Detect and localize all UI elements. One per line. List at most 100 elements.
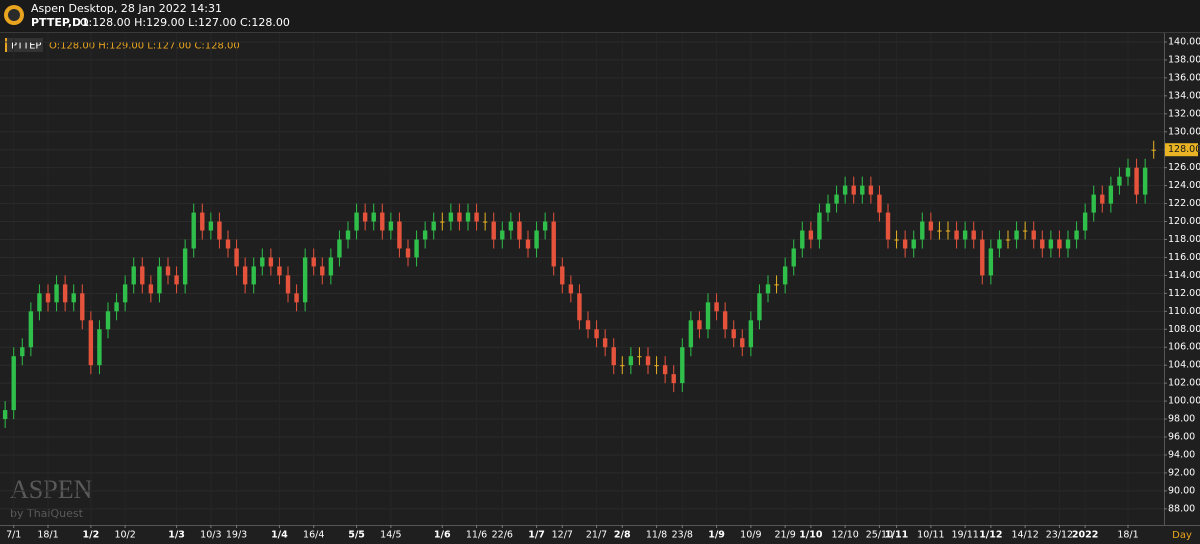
candle-body — [791, 248, 796, 267]
candle-body — [980, 239, 985, 276]
candle-body — [345, 230, 351, 240]
candle-body — [20, 347, 25, 357]
x-tick-label: 1/11 — [885, 530, 908, 541]
x-tick-label: 1/3 — [168, 530, 185, 541]
candle-body — [911, 239, 916, 249]
candle-body — [448, 212, 454, 222]
y-tick-label: 106.00 — [1168, 342, 1200, 353]
candle-body — [1057, 239, 1062, 249]
candle-body — [765, 284, 771, 294]
candle-body — [54, 284, 59, 303]
candle-body — [105, 311, 111, 330]
candle-body — [808, 230, 814, 240]
candle-body — [654, 365, 659, 367]
candle-body — [294, 293, 299, 303]
candle-body — [422, 230, 428, 240]
candle-body — [928, 221, 934, 231]
last-price-label: 128.00 — [1168, 144, 1200, 155]
header-ohlc: O:128.00 H:129.00 L:127.00 C:128.00 — [80, 16, 290, 29]
candle-body — [1134, 167, 1139, 195]
watermark-brand: ASPEN — [10, 475, 93, 504]
last-price-box — [1165, 143, 1198, 157]
x-tick-label: 22/6 — [492, 530, 513, 541]
candle-body — [62, 284, 68, 303]
candle-body — [877, 194, 882, 213]
symbol: PTTEP,D1 — [31, 16, 89, 29]
candle-body — [688, 320, 694, 348]
candle-body — [757, 293, 762, 321]
candle-body — [1014, 230, 1019, 240]
x-tick-label: 12/7 — [552, 530, 573, 541]
candle-body — [1100, 194, 1105, 204]
candle-body — [251, 266, 256, 285]
y-tick-label: 116.00 — [1168, 252, 1200, 263]
candle-body — [225, 239, 231, 249]
watermark-by: by ThaiQuest — [10, 507, 84, 520]
candle-body — [37, 293, 42, 312]
x-tick-label: 11/8 — [646, 530, 667, 541]
candle-body — [525, 239, 531, 249]
y-tick-label: 94.00 — [1168, 449, 1195, 460]
candle-body — [148, 284, 154, 294]
candle-body — [328, 257, 334, 276]
candle-body — [842, 185, 848, 195]
candle-body — [482, 221, 488, 223]
x-tick-label: 21/7 — [586, 530, 607, 541]
candle-body — [2, 410, 8, 420]
candle-body — [182, 248, 188, 285]
y-tick-label: 88.00 — [1168, 503, 1195, 514]
candle-body — [748, 320, 754, 348]
candle-body — [311, 257, 316, 267]
candle-body — [1031, 230, 1036, 240]
y-tick-label: 126.00 — [1168, 162, 1200, 173]
y-tick-label: 108.00 — [1168, 324, 1200, 335]
x-tick-label: 7/1 — [6, 530, 21, 541]
candle-body — [414, 239, 419, 258]
y-tick-label: 120.00 — [1168, 216, 1200, 227]
y-tick-label: 104.00 — [1168, 360, 1200, 371]
candle-body — [371, 212, 376, 222]
candle-body — [157, 266, 162, 294]
candle-body — [11, 356, 16, 411]
candle-body — [722, 311, 728, 330]
candle-body — [800, 230, 805, 249]
candle-body — [680, 347, 685, 384]
candle-body — [954, 230, 959, 240]
candle-body — [380, 212, 385, 231]
x-tick-label: 5/5 — [348, 530, 365, 541]
candle-body — [140, 266, 145, 285]
candle-body — [817, 212, 822, 240]
candle-body — [628, 356, 634, 366]
candle-body — [320, 266, 325, 276]
y-tick-label: 92.00 — [1168, 467, 1195, 478]
candle-body — [285, 275, 291, 294]
y-tick-label: 140.00 — [1168, 36, 1200, 47]
candle-body — [945, 230, 951, 232]
candle-body — [260, 257, 265, 267]
x-tick-label: 19/11 — [951, 530, 978, 541]
x-tick-label: 1/2 — [83, 530, 100, 541]
candle-body — [860, 185, 865, 195]
candle-body — [1005, 239, 1011, 241]
candle-body — [491, 221, 496, 240]
symbol-tag-text: PTTEP — [11, 41, 41, 52]
x-tick-label: 21/9 — [774, 530, 795, 541]
candle-body — [671, 374, 676, 384]
x-tick-label: 2022 — [1072, 530, 1098, 541]
x-tick-label: 23/12 — [1046, 530, 1073, 541]
x-tick-label: 25/10 — [866, 530, 893, 541]
y-tick-label: 130.00 — [1168, 126, 1200, 137]
y-tick-label: 114.00 — [1168, 270, 1200, 281]
x-tick-label: 2/8 — [614, 530, 631, 541]
y-tick-label: 98.00 — [1168, 414, 1195, 425]
candle-body — [122, 284, 128, 303]
candle-body — [885, 212, 891, 240]
candle-body — [834, 194, 839, 204]
candle-body — [937, 230, 942, 232]
candle-body — [440, 221, 445, 223]
candle-body — [662, 365, 668, 375]
y-tick-label: 124.00 — [1168, 180, 1200, 191]
y-tick-label: 102.00 — [1168, 378, 1200, 389]
candle-body — [542, 221, 548, 231]
